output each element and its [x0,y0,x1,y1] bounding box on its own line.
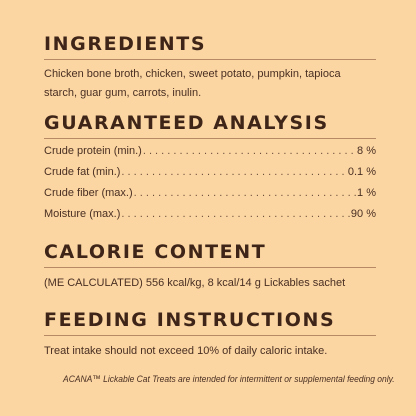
analysis-row-protein: Crude protein (min.) 8 % [44,145,376,161]
analysis-row-value: 0.1 % [347,166,376,178]
analysis-row-fat: Crude fat (min.) 0.1 % [44,166,376,182]
ingredients-rule [44,59,376,60]
analysis-row-moisture: Moisture (max.) 90 % [44,208,376,224]
calorie-text: (ME CALCULATED) 556 kcal/kg, 8 kcal/14 g… [44,277,346,289]
analysis-heading: GUARANTEED ANALYSIS [44,112,329,134]
leader-dots [143,145,356,157]
calorie-rule [44,267,376,268]
analysis-row-label: Crude protein (min.) [44,145,142,157]
analysis-row-label: Crude fiber (max.) [44,187,133,199]
analysis-rule [44,138,376,139]
feeding-rule [44,335,376,336]
analysis-row-label: Moisture (max.) [44,208,121,220]
analysis-row-value: 8 % [357,145,376,157]
analysis-row-value: 90 % [350,208,376,220]
footnote: ACANA™ Lickable Cat Treats are intended … [63,374,395,385]
feeding-heading: FEEDING INSTRUCTIONS [44,309,336,331]
ingredients-text: Chicken bone broth, chicken, sweet potat… [44,68,341,99]
analysis-row-value: 1 % [357,187,376,199]
leader-dots [121,208,350,220]
feeding-text: Treat intake should not exceed 10% of da… [44,345,328,357]
ingredients-heading: INGREDIENTS [44,33,207,55]
calorie-heading: CALORIE CONTENT [44,241,267,263]
analysis-row-label: Crude fat (min.) [44,166,121,178]
leader-dots [121,166,346,178]
leader-dots [134,187,356,199]
analysis-row-fiber: Crude fiber (max.) 1 % [44,187,376,203]
